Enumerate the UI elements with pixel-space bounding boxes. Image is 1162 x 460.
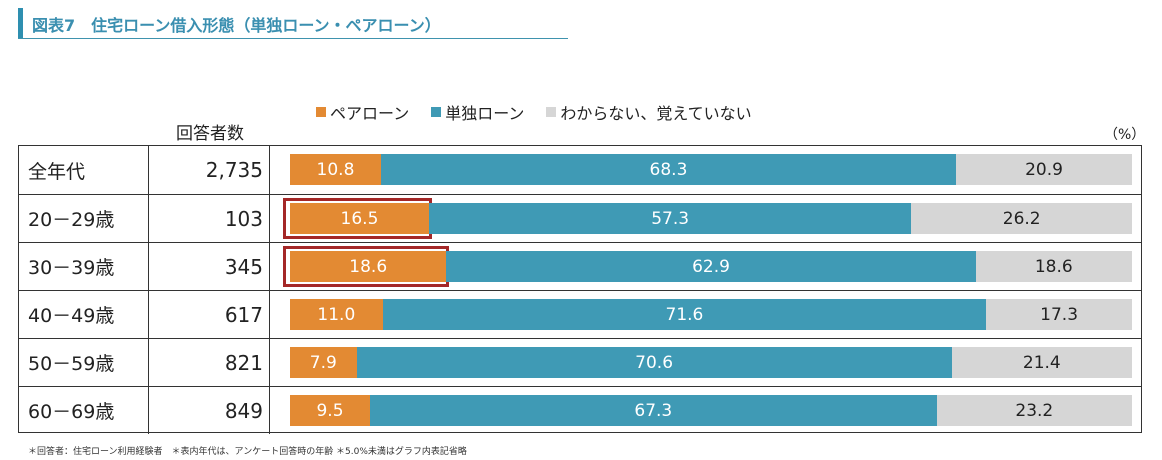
- respondent-count: 849: [149, 387, 270, 434]
- bar-segment-single-loan: 68.3: [380, 154, 956, 185]
- legend: ペアローン 単独ローン わからない、覚えていない: [316, 101, 774, 123]
- bar-track: 9.5 67.3 23.2: [290, 395, 1132, 426]
- data-label: 10.8: [316, 159, 355, 180]
- data-label: 16.5: [340, 208, 379, 229]
- data-label: 11.0: [317, 304, 356, 325]
- data-label: 21.4: [1022, 352, 1061, 373]
- category-label: 30－39歳: [19, 243, 149, 290]
- data-label: 20.9: [1025, 159, 1063, 180]
- bar-segment-pair-loan: 10.8: [290, 154, 381, 185]
- bar-segment-unknown: 23.2: [936, 395, 1132, 426]
- category-label: 20－29歳: [19, 195, 149, 242]
- respondent-count: 821: [149, 339, 270, 386]
- data-label: 67.3: [634, 400, 673, 421]
- bar-segment-single-loan: 67.3: [369, 395, 937, 426]
- bar-segment-pair-loan: 16.5: [290, 203, 429, 234]
- legend-item-unknown: わからない、覚えていない: [546, 100, 752, 124]
- legend-swatch-single-loan: [431, 107, 442, 117]
- data-label: 18.6: [1034, 256, 1073, 277]
- bar-segment-unknown: 18.6: [975, 251, 1132, 282]
- bar-track: 11.0 71.6 17.3: [290, 299, 1132, 330]
- chart-row: 60－69歳 849 9.5 67.3 23.2: [19, 386, 1141, 434]
- category-label: 60－69歳: [19, 387, 149, 434]
- bar-segment-unknown: 21.4: [951, 347, 1132, 378]
- bar-segment-single-loan: 62.9: [446, 251, 976, 282]
- data-label: 7.9: [309, 352, 337, 373]
- bar-segment-pair-loan: 7.9: [290, 347, 357, 378]
- bar-segment-single-loan: 70.6: [356, 347, 952, 378]
- chart-title-area: 図表7 住宅ローン借入形態（単独ローン・ペアローン）: [18, 8, 568, 39]
- unit-label: （%）: [1104, 127, 1146, 143]
- data-label: 9.5: [316, 400, 344, 421]
- chart-table: 全年代 2,735 10.8 68.3 20.9 20－29歳 103 16.5 57.3 26.…: [18, 145, 1142, 434]
- data-label: 18.6: [349, 256, 388, 277]
- data-label: 23.2: [1015, 400, 1054, 421]
- respondent-count: 103: [149, 195, 270, 242]
- bar-track: 10.8 68.3 20.9: [290, 154, 1132, 185]
- legend-label: ペアローン: [330, 104, 410, 123]
- data-label: 71.6: [665, 304, 704, 325]
- chart-row: 50－59歳 821 7.9 70.6 21.4: [19, 338, 1141, 386]
- data-label: 70.6: [635, 352, 674, 373]
- category-label: 全年代: [19, 146, 149, 194]
- legend-swatch-unknown: [546, 107, 557, 117]
- bar-segment-pair-loan: 11.0: [290, 299, 383, 330]
- legend-label: わからない、覚えていない: [560, 104, 752, 123]
- title-accent-bar: [18, 8, 23, 38]
- legend-swatch-pair-loan: [316, 107, 326, 117]
- chart-row: 全年代 2,735 10.8 68.3 20.9: [19, 146, 1141, 194]
- category-label: 40－49歳: [19, 291, 149, 338]
- bar-segment-single-loan: 57.3: [428, 203, 912, 234]
- bar-segment-pair-loan: 9.5: [290, 395, 370, 426]
- chart-title: 図表7 住宅ローン借入形態（単独ローン・ペアローン）: [32, 16, 441, 35]
- data-label: 57.3: [651, 208, 690, 229]
- bar-segment-pair-loan: 18.6: [290, 251, 447, 282]
- data-label: 26.2: [1002, 208, 1041, 229]
- data-label: 62.9: [692, 256, 730, 277]
- legend-item-pair-loan: ペアローン: [316, 100, 409, 124]
- bar-track: 18.6 62.9 18.6: [283, 246, 1132, 287]
- bar-track: 16.5 57.3 26.2: [283, 198, 1132, 239]
- data-label: 68.3: [649, 159, 688, 180]
- legend-item-single-loan: 単独ローン: [431, 100, 524, 124]
- respondent-count: 345: [149, 243, 270, 290]
- bar-segment-single-loan: 71.6: [382, 299, 987, 330]
- bar-segment-unknown: 26.2: [911, 203, 1132, 234]
- respondent-count: 617: [149, 291, 270, 338]
- bar-segment-unknown: 20.9: [956, 154, 1132, 185]
- respondent-count: 2,735: [149, 146, 270, 194]
- bar-segment-unknown: 17.3: [986, 299, 1132, 330]
- chart-row: 30－39歳 345 18.6 62.9 18.6: [19, 242, 1141, 290]
- data-label: 17.3: [1040, 304, 1079, 325]
- category-label: 50－59歳: [19, 339, 149, 386]
- chart-row: 40－49歳 617 11.0 71.6 17.3: [19, 290, 1141, 338]
- legend-label: 単独ローン: [445, 104, 525, 123]
- respondents-header: 回答者数: [176, 124, 244, 144]
- footnote: ＊回答者：住宅ローン利用経験者 ＊表内年代は、アンケート回答時の年齢 ＊5.0%…: [28, 447, 467, 457]
- bar-track: 7.9 70.6 21.4: [290, 347, 1132, 378]
- chart-row: 20－29歳 103 16.5 57.3 26.2: [19, 194, 1141, 242]
